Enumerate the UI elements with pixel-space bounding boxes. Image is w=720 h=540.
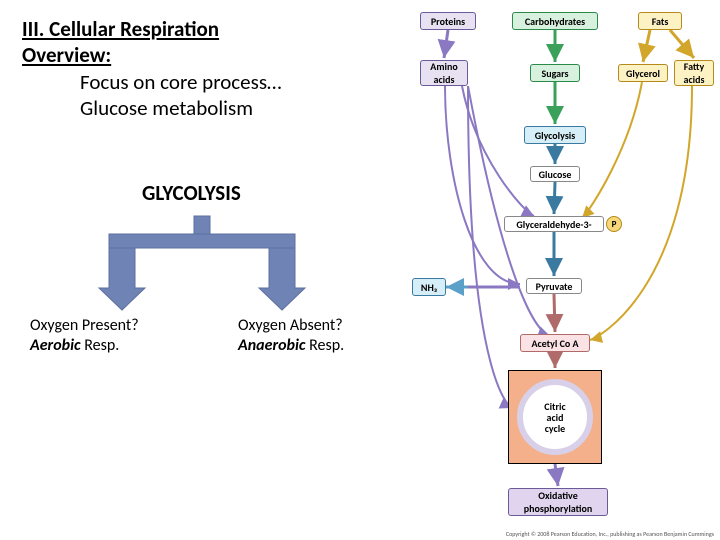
node-fatty: Fattyacids [674,60,714,86]
caption-anaerobic-rest: Resp. [305,336,344,355]
metabolism-diagram: Proteins Carbohydrates Fats Aminoacids Sugar… [412,8,712,528]
glycolysis-label: GLYCOLYSIS [142,180,241,206]
split-arrow-diagram [60,208,360,318]
node-proteins: Proteins [420,12,476,30]
node-carbs: Carbohydrates [512,12,598,30]
subtitle-2: Glucose metabolism [80,95,402,121]
caption-aerobic-rest: Resp. [81,336,120,355]
node-amino: Aminoacids [420,60,468,86]
caption-anaerobic-em: Anaerobic [238,336,305,355]
node-glucose: Glucose [530,166,580,182]
node-glycolysis: Glycolysis [524,126,586,144]
caption-anaerobic-q: Oxygen Absent? [238,316,343,335]
citric-acid-cycle-box: Citricacidcycle [508,370,602,464]
node-acetyl: Acetyl Co A [520,334,590,352]
node-glycerol: Glycerol [618,64,668,82]
caption-aerobic-q: Oxygen Present? [30,316,139,335]
node-fats: Fats [638,12,682,30]
caption-aerobic: Oxygen Present? Aerobic Resp. [30,316,139,356]
node-pyruvate: Pyruvate [526,278,582,294]
phosphate-icon: P [606,216,622,232]
caption-aerobic-em: Aerobic [30,336,81,355]
caption-anaerobic: Oxygen Absent? Anaerobic Resp. [238,316,344,356]
node-nh3: NH₃ [412,278,446,296]
title-line-1: III. Cellular Respiration [22,16,402,42]
node-oxphos: Oxidativephosphorylation [508,488,608,516]
node-sugars: Sugars [530,64,580,82]
title-line-2: Overview: [22,42,402,68]
copyright-text: Copyright © 2008 Pearson Education, Inc.… [506,530,714,538]
subtitle-1: Focus on core process… [80,69,402,95]
node-g3p: Glyceraldehyde-3- [504,216,604,232]
